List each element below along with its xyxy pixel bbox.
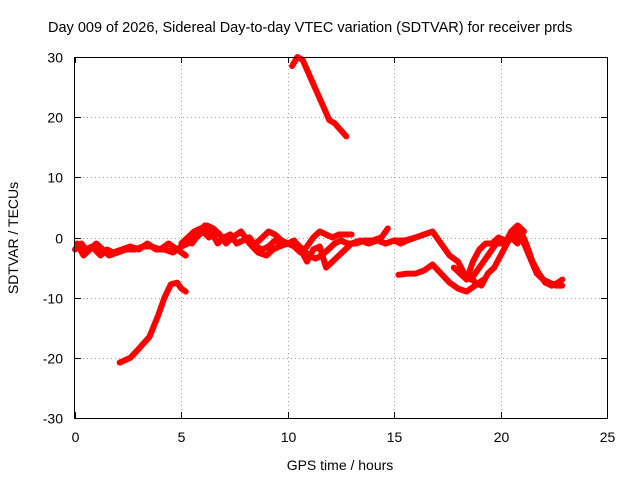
y-tick-label: 0: [55, 231, 63, 247]
series-line-arc-9: [289, 54, 350, 140]
series-line-arc-3: [116, 279, 189, 366]
series-line-arc-5: [189, 222, 291, 253]
chart-title: Day 009 of 2026, Sidereal Day-to-day VTE…: [48, 20, 572, 36]
series-line-arc-4: [178, 222, 291, 259]
y-axis-label: SDTVAR / TECUs: [5, 182, 21, 294]
series-line-arc-8: [286, 225, 391, 262]
x-tick-label: 5: [178, 429, 186, 445]
series-line-arc-2: [74, 240, 189, 259]
x-tick-label: 25: [600, 429, 616, 445]
x-tick-label: 10: [281, 429, 297, 445]
plot-frame: [74, 57, 608, 419]
y-tick-label: -20: [43, 351, 63, 367]
x-tick-label: 20: [494, 429, 510, 445]
y-tick-label: 20: [47, 110, 63, 126]
y-tick-label: 10: [47, 170, 63, 186]
axes: 0 5 10 15 20 25 -30 -20 -10 0 10 20 30: [43, 50, 616, 446]
x-tick-label: 15: [387, 429, 403, 445]
y-tick-label: -10: [43, 291, 63, 307]
series-line-arc-14: [508, 231, 566, 289]
x-tick-label: 0: [72, 429, 80, 445]
y-tick-label: -30: [43, 411, 63, 427]
x-axis-label: GPS time / hours: [287, 457, 394, 473]
series-line-arc-10: [395, 261, 487, 295]
series-layer: [72, 54, 566, 366]
y-tick-label: 30: [47, 50, 63, 66]
